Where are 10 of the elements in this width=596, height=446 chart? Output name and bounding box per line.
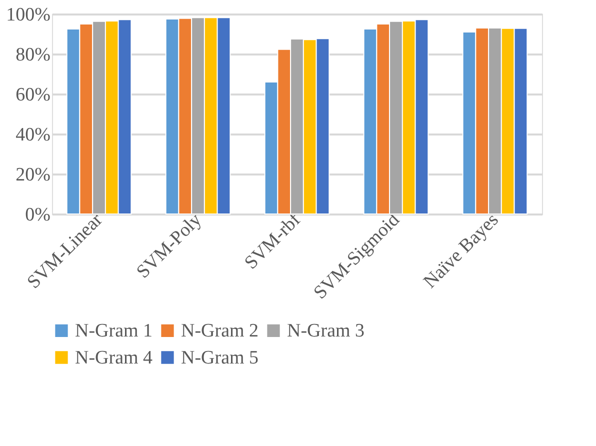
legend-label: N-Gram 1 (75, 320, 153, 342)
legend-label: N-Gram 4 (75, 348, 154, 368)
legend-label: N-Gram 2 (181, 320, 259, 342)
y-tick-label: 60% (16, 84, 51, 106)
y-tick-label: 20% (16, 164, 51, 186)
y-tick-label: 40% (16, 124, 51, 146)
legend-label: N-Gram 5 (181, 348, 259, 368)
legend-label: N-Gram 3 (287, 320, 365, 342)
y-tick-label: 100% (6, 4, 51, 26)
y-tick-label: 80% (16, 44, 51, 66)
